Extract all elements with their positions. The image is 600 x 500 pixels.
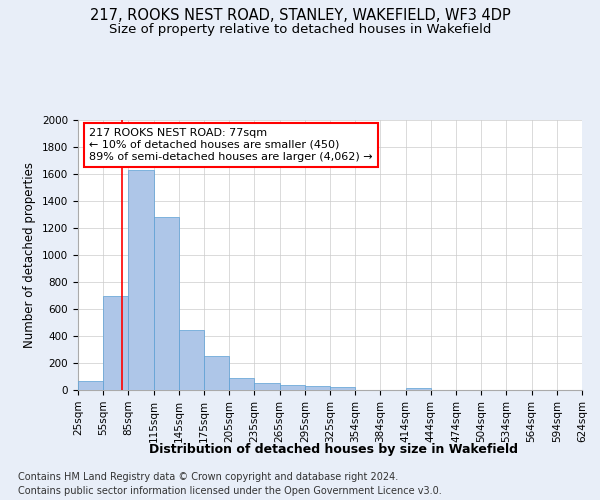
Text: Size of property relative to detached houses in Wakefield: Size of property relative to detached ho… — [109, 22, 491, 36]
Bar — [280, 384, 305, 390]
Bar — [330, 388, 355, 390]
Bar — [154, 216, 179, 390]
Bar — [406, 388, 431, 390]
Text: Distribution of detached houses by size in Wakefield: Distribution of detached houses by size … — [149, 442, 517, 456]
Bar — [254, 382, 280, 390]
Bar — [305, 386, 330, 390]
Bar — [128, 170, 154, 390]
Text: 217 ROOKS NEST ROAD: 77sqm
← 10% of detached houses are smaller (450)
89% of sem: 217 ROOKS NEST ROAD: 77sqm ← 10% of deta… — [89, 128, 373, 162]
Bar — [204, 356, 229, 390]
Y-axis label: Number of detached properties: Number of detached properties — [23, 162, 37, 348]
Bar — [179, 330, 204, 390]
Text: Contains HM Land Registry data © Crown copyright and database right 2024.: Contains HM Land Registry data © Crown c… — [18, 472, 398, 482]
Bar — [229, 378, 254, 390]
Text: 217, ROOKS NEST ROAD, STANLEY, WAKEFIELD, WF3 4DP: 217, ROOKS NEST ROAD, STANLEY, WAKEFIELD… — [89, 8, 511, 22]
Text: Contains public sector information licensed under the Open Government Licence v3: Contains public sector information licen… — [18, 486, 442, 496]
Bar — [78, 381, 103, 390]
Bar — [103, 296, 128, 390]
